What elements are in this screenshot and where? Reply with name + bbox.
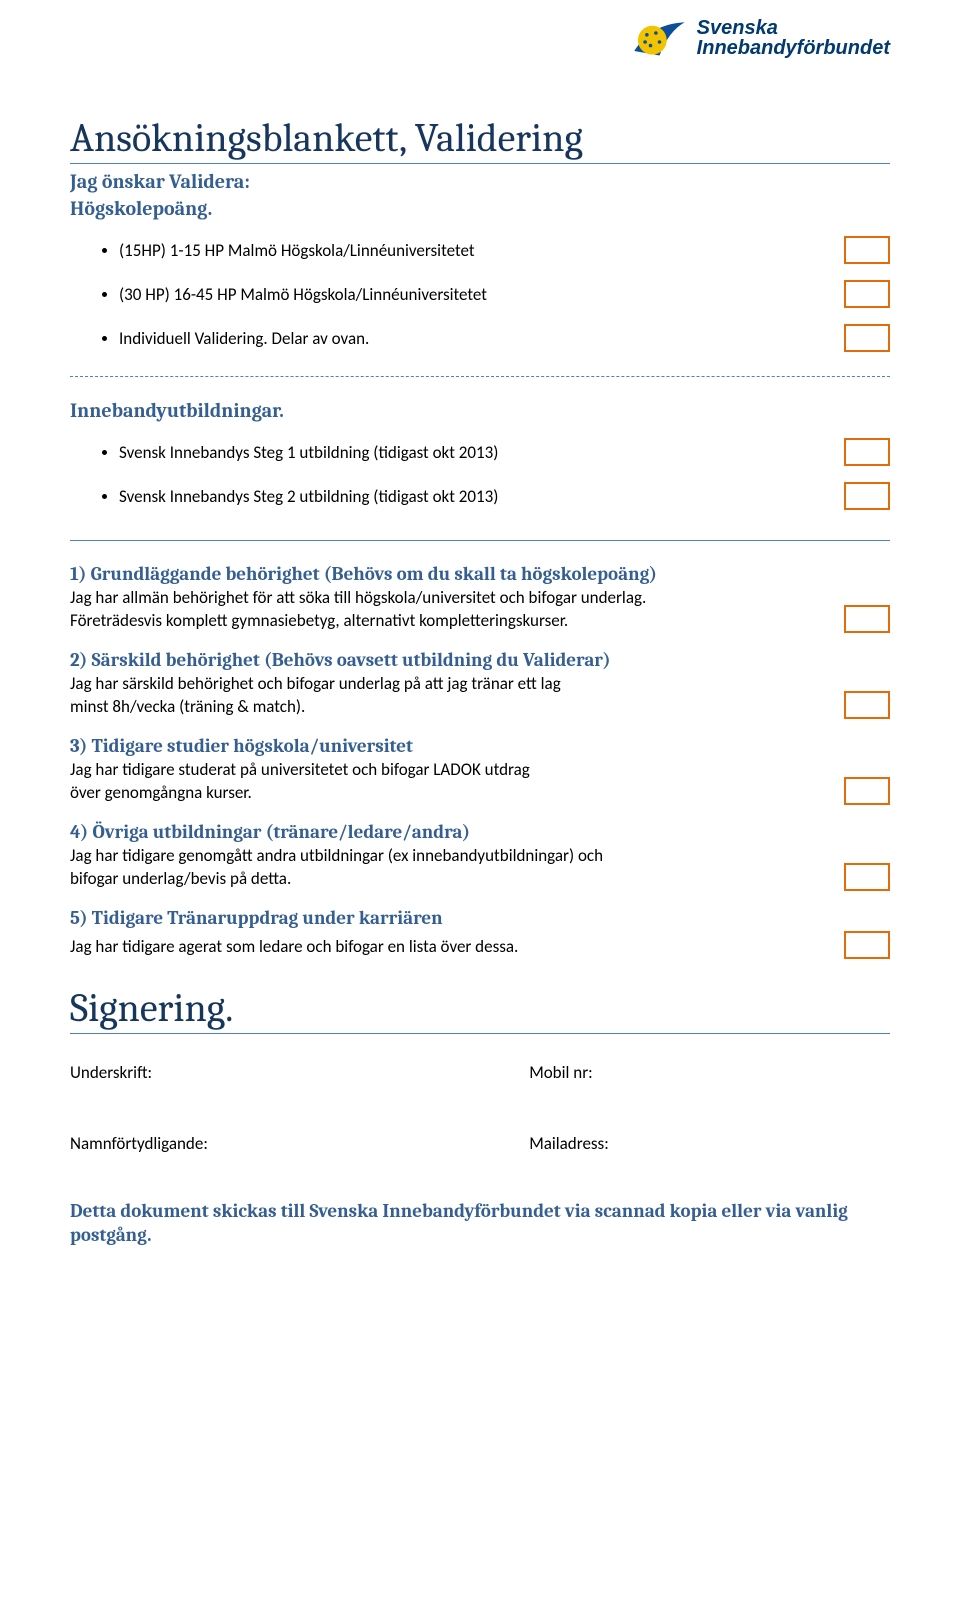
subtitle-line1: Jag önskar Validera: [70,170,890,193]
subtitle-line2: Högskolepoäng. [70,197,890,220]
section-5-text-a: Jag har tidigare agerat som ledare och b… [70,936,518,957]
namn-label: Namnförtydligande: [70,1133,529,1154]
hp-option-2: Individuell Validering. Delar av ovan. [102,324,890,352]
hp-option-0: (15HP) 1-15 HP Malmö Högskola/Linnéunive… [102,236,890,264]
hp-option-label: (15HP) 1-15 HP Malmö Högskola/Linnéunive… [119,240,475,261]
mobil-label: Mobil nr: [529,1062,890,1083]
section-3-text-b: över genomgångna kurser. [70,782,530,805]
section-5-title: 5) Tidigare Tränaruppdrag under karriäre… [70,907,890,929]
logo-line2: Innebandyförbundet [697,38,890,58]
section-1: 1) Grundläggande behörighet (Behövs om d… [70,563,890,633]
innebandy-option-0: Svensk Innebandys Steg 1 utbildning (tid… [102,438,890,466]
solid-divider [70,540,890,541]
hp-option-label: Individuell Validering. Delar av ovan. [119,328,369,349]
bullet-icon [102,292,107,297]
bullet-icon [102,248,107,253]
section-3-text-a: Jag har tidigare studerat på universitet… [70,759,530,780]
section-1-checkbox[interactable] [844,605,890,633]
section-3-checkbox[interactable] [844,777,890,805]
bullet-icon [102,336,107,341]
section-2-text-a: Jag har särskild behörighet och bifogar … [70,673,561,694]
signature-row-2: Namnförtydligande: Mailadress: [70,1133,890,1154]
signature-row-1: Underskrift: Mobil nr: [70,1062,890,1083]
innebandy-heading: Innebandyutbildningar. [70,399,890,422]
footer-note: Detta dokument skickas till Svenska Inne… [70,1199,890,1248]
section-4-title: 4) Övriga utbildningar (tränare/ledare/a… [70,821,890,843]
innebandy-option-label: Svensk Innebandys Steg 2 utbildning (tid… [119,486,498,507]
innebandy-option-1-checkbox[interactable] [844,482,890,510]
innebandy-option-1: Svensk Innebandys Steg 2 utbildning (tid… [102,482,890,510]
section-2: 2) Särskild behörighet (Behövs oavsett u… [70,649,890,719]
section-4-text-a: Jag har tidigare genomgått andra utbildn… [70,845,603,866]
innebandy-option-label: Svensk Innebandys Steg 1 utbildning (tid… [119,442,498,463]
page-title: Ansökningsblankett, Validering [70,115,890,164]
hp-option-2-checkbox[interactable] [844,324,890,352]
logo-text: Svenska Innebandyförbundet [697,18,890,58]
underskrift-label: Underskrift: [70,1062,529,1083]
hp-option-0-checkbox[interactable] [844,236,890,264]
section-4-text-b: bifogar underlag/bevis på detta. [70,868,603,891]
bullet-icon [102,494,107,499]
signering-title: Signering. [70,985,890,1034]
section-1-title: 1) Grundläggande behörighet (Behövs om d… [70,563,890,585]
hp-option-label: (30 HP) 16-45 HP Malmö Högskola/Linnéuni… [119,284,487,305]
section-4: 4) Övriga utbildningar (tränare/ledare/a… [70,821,890,891]
hp-option-1-checkbox[interactable] [844,280,890,308]
bullet-icon [102,450,107,455]
section-2-title: 2) Särskild behörighet (Behövs oavsett u… [70,649,890,671]
logo-line1: Svenska [697,18,890,38]
section-3: 3) Tidigare studier högskola/universitet… [70,735,890,805]
section-1-text-b: Företrädesvis komplett gymnasiebetyg, al… [70,610,646,633]
hp-option-1: (30 HP) 16-45 HP Malmö Högskola/Linnéuni… [102,280,890,308]
mail-label: Mailadress: [529,1133,890,1154]
section-1-text-a: Jag har allmän behörighet för att söka t… [70,587,646,608]
org-logo: Svenska Innebandyförbundet [632,15,890,60]
dashed-divider [70,376,890,377]
section-5: 5) Tidigare Tränaruppdrag under karriäre… [70,907,890,959]
page: Svenska Innebandyförbundet Ansökningsbla… [0,0,960,1620]
innebandy-option-0-checkbox[interactable] [844,438,890,466]
section-4-checkbox[interactable] [844,863,890,891]
section-2-text-b: minst 8h/vecka (träning & match). [70,696,561,719]
section-3-title: 3) Tidigare studier högskola/universitet [70,735,890,757]
floorball-icon [632,15,687,60]
section-2-checkbox[interactable] [844,691,890,719]
section-5-checkbox[interactable] [844,931,890,959]
